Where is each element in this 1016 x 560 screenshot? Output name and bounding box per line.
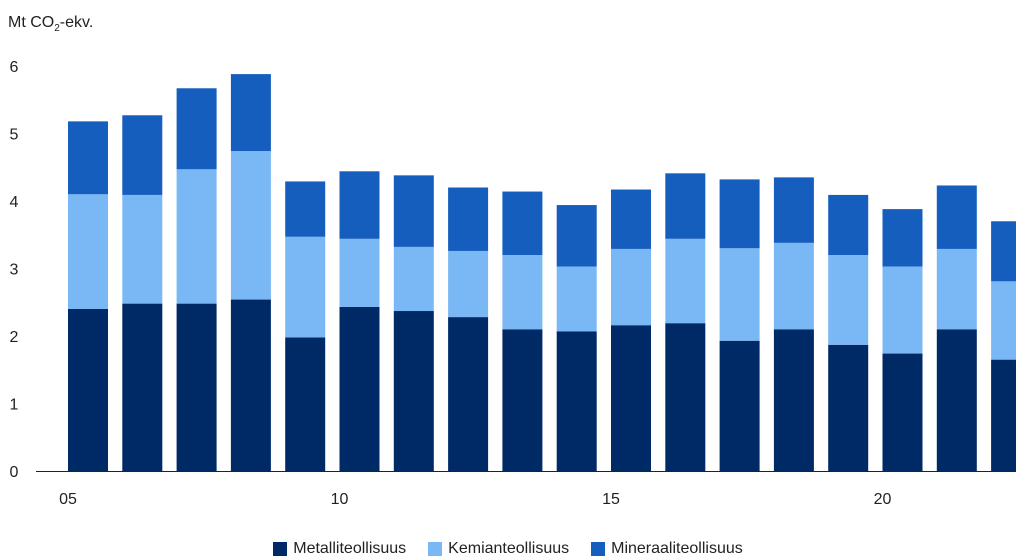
bar-metalliteollisuus-15	[611, 325, 651, 471]
bar-mineraaliteollisuus-22	[991, 221, 1016, 282]
bar-mineraaliteollisuus-16	[665, 173, 706, 239]
bar-mineraaliteollisuus-15	[611, 189, 651, 249]
x-tick-label: 15	[602, 491, 620, 508]
bar-kemianteollisuus-14	[556, 266, 597, 332]
bar-metalliteollisuus-06	[122, 303, 163, 471]
bar-kemianteollisuus-11	[393, 246, 434, 312]
bar-metalliteollisuus-14	[556, 331, 597, 471]
stacked-bar-chart: 0 1 2 3 4 5 6 05 10 15 20	[10, 59, 1016, 508]
y-tick-label: 0	[10, 464, 19, 481]
bar-kemianteollisuus-17	[719, 248, 760, 341]
bar-metalliteollisuus-13	[502, 329, 543, 471]
bar-metalliteollisuus-07	[176, 303, 217, 471]
y-tick-label: 6	[10, 59, 19, 76]
y-axis-unit-label: Mt CO2-ekv.	[8, 14, 94, 35]
y-tick-label: 4	[10, 194, 19, 211]
legend-label: Metalliteollisuus	[293, 540, 407, 557]
bar-metalliteollisuus-12	[448, 317, 489, 471]
bar-mineraaliteollisuus-19	[828, 194, 869, 255]
bar-mineraaliteollisuus-05	[68, 121, 108, 195]
bar-metalliteollisuus-10	[339, 306, 380, 471]
legend: Metalliteollisuus Kemianteollisuus Miner…	[0, 538, 1016, 560]
bar-mineraaliteollisuus-11	[393, 175, 434, 247]
bar-kemianteollisuus-05	[68, 194, 108, 309]
bar-kemianteollisuus-06	[122, 194, 163, 304]
x-tick-label: 05	[59, 491, 77, 508]
y-tick-label: 1	[10, 397, 19, 414]
x-tick-label: 20	[874, 491, 892, 508]
legend-item-metalliteollisuus: Metalliteollisuus	[273, 538, 406, 560]
bar-mineraaliteollisuus-17	[719, 179, 760, 249]
bar-kemianteollisuus-19	[828, 255, 869, 345]
bar-kemianteollisuus-13	[502, 255, 543, 330]
bar-mineraaliteollisuus-13	[502, 191, 543, 255]
y-tick-label: 3	[10, 262, 19, 279]
bar-kemianteollisuus-08	[230, 151, 271, 300]
y-tick-label: 2	[10, 329, 19, 346]
bar-kemianteollisuus-10	[339, 238, 380, 307]
bar-mineraaliteollisuus-10	[339, 171, 380, 239]
y-tick-label: 5	[10, 127, 19, 144]
legend-swatch	[591, 542, 606, 556]
bar-metalliteollisuus-08	[230, 299, 271, 471]
bar-metalliteollisuus-11	[393, 311, 434, 471]
bar-kemianteollisuus-07	[176, 169, 217, 304]
bar-metalliteollisuus-05	[68, 309, 108, 471]
legend-item-kemianteollisuus: Kemianteollisuus	[428, 538, 569, 560]
bar-mineraaliteollisuus-06	[122, 115, 163, 195]
bar-kemianteollisuus-20	[882, 266, 923, 354]
bar-kemianteollisuus-12	[448, 250, 489, 318]
bar-mineraaliteollisuus-18	[773, 177, 814, 243]
bar-kemianteollisuus-18	[773, 242, 814, 330]
bar-kemianteollisuus-22	[991, 281, 1016, 360]
bar-mineraaliteollisuus-12	[448, 187, 489, 251]
bar-mineraaliteollisuus-08	[230, 74, 271, 152]
legend-label: Kemianteollisuus	[448, 540, 570, 557]
bar-kemianteollisuus-16	[665, 238, 706, 324]
bar-metalliteollisuus-16	[665, 323, 706, 471]
bar-mineraaliteollisuus-20	[882, 209, 923, 267]
bar-kemianteollisuus-21	[936, 248, 977, 330]
bar-mineraaliteollisuus-21	[936, 185, 977, 249]
bar-mineraaliteollisuus-07	[176, 88, 217, 170]
bar-kemianteollisuus-15	[611, 248, 651, 326]
legend-item-mineraaliteollisuus: Mineraaliteollisuus	[591, 538, 743, 560]
bar-mineraaliteollisuus-14	[556, 205, 597, 267]
bar-mineraaliteollisuus-09	[285, 181, 326, 237]
legend-swatch	[428, 542, 443, 556]
bar-metalliteollisuus-20	[882, 353, 923, 471]
bar-metalliteollisuus-17	[719, 340, 760, 471]
bar-metalliteollisuus-18	[773, 329, 814, 471]
legend-label: Mineraaliteollisuus	[611, 540, 743, 557]
bar-metalliteollisuus-21	[936, 329, 977, 471]
bar-metalliteollisuus-19	[828, 344, 869, 471]
bar-metalliteollisuus-09	[285, 337, 326, 471]
bar-metalliteollisuus-22	[991, 359, 1016, 471]
legend-swatch	[273, 542, 288, 556]
bar-kemianteollisuus-09	[285, 236, 326, 338]
x-tick-label: 10	[331, 491, 349, 508]
